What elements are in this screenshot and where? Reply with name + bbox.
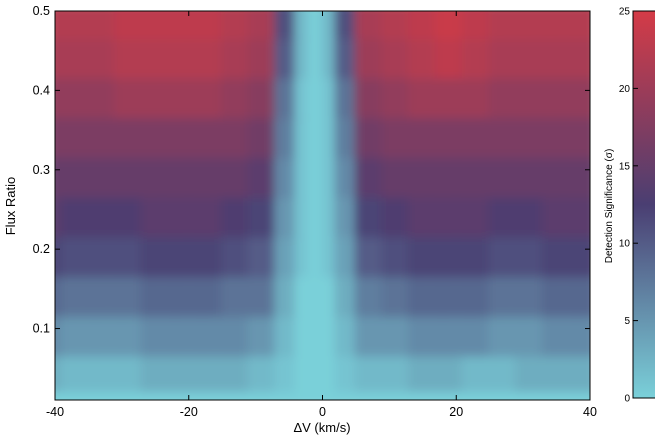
colorbar-tick-label: 0 xyxy=(624,394,630,405)
colorbar-tick-label: 10 xyxy=(619,239,631,250)
y-axis-title: Flux Ratio xyxy=(3,177,18,236)
x-axis-title: ΔV (km/s) xyxy=(293,420,350,435)
colorbar-tick-label: 5 xyxy=(624,316,630,327)
y-tick-label: 0.3 xyxy=(33,163,50,177)
y-tick-label: 0.2 xyxy=(33,242,50,256)
x-tick-label: -20 xyxy=(180,405,198,419)
colorbar-axis: 0 5 10 15 20 25 xyxy=(619,7,638,405)
x-tick-label: 40 xyxy=(583,405,597,419)
heatmap-cell xyxy=(568,11,590,39)
y-axis: 0.1 0.2 0.3 0.4 0.5 xyxy=(33,4,590,336)
x-tick-label: 0 xyxy=(319,405,326,419)
x-axis: -40 -20 0 20 40 xyxy=(46,11,597,419)
x-tick-label: -40 xyxy=(46,405,64,419)
y-tick-label: 0.4 xyxy=(33,83,50,97)
colorbar xyxy=(632,10,655,399)
colorbar-title: Detection Significance (σ) xyxy=(604,149,615,264)
colorbar-tick-label: 15 xyxy=(619,161,631,172)
colorbar-tick-label: 20 xyxy=(619,84,631,95)
y-tick-label: 0.1 xyxy=(33,322,50,336)
colorbar-tick-label: 25 xyxy=(619,7,631,18)
heatmap-cells xyxy=(55,11,590,400)
y-tick-label: 0.5 xyxy=(33,4,50,18)
x-tick-label: 20 xyxy=(449,405,463,419)
